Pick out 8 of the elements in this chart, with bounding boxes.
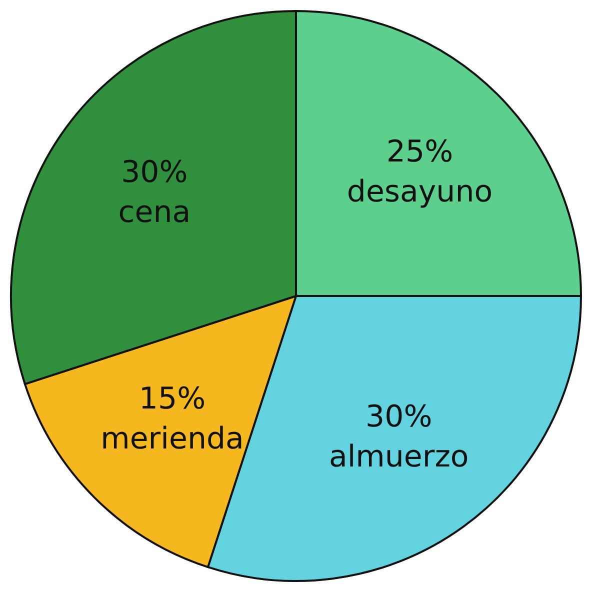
data-label: 25% xyxy=(386,134,454,170)
data-label: 15% xyxy=(138,382,206,417)
data-label: 30% xyxy=(366,400,432,435)
slice-label: merienda xyxy=(100,422,244,457)
slice-label: almuerzo xyxy=(328,440,469,475)
slice-label: desayuno xyxy=(346,174,493,210)
data-label: 30% xyxy=(121,155,188,190)
slice-label: cena xyxy=(118,195,191,230)
